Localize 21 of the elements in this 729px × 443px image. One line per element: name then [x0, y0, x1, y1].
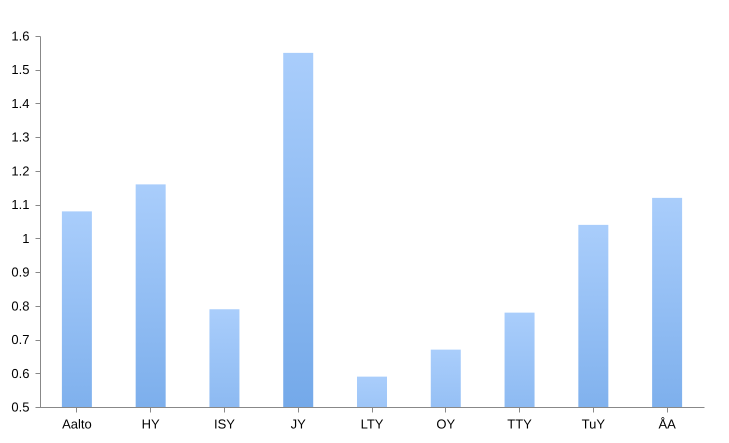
- x-tick-label: ÅA: [658, 416, 676, 432]
- y-tick-label: 1.6: [11, 28, 30, 44]
- y-tick-label: 0.7: [11, 332, 30, 348]
- y-tick-label: 0.9: [11, 264, 30, 280]
- y-tick-label: 1.1: [11, 197, 30, 212]
- x-tick-label: TuY: [582, 416, 606, 432]
- x-tick-label: OY: [436, 416, 456, 432]
- x-tick-label: JY: [290, 416, 306, 432]
- y-tick-label: 1.3: [11, 130, 30, 145]
- y-tick-label: 1: [22, 230, 30, 246]
- y-tick-label: 1.5: [11, 62, 30, 78]
- y-tick-label: 1.2: [11, 163, 30, 178]
- y-tick-label: 1.4: [11, 96, 30, 111]
- y-tick-label: 0.6: [11, 366, 30, 381]
- y-tick-label: 0.8: [11, 298, 30, 314]
- y-tick-label: 0.5: [11, 400, 30, 414]
- x-tick-label: ISY: [214, 416, 236, 432]
- x-tick-label: HY: [142, 416, 160, 432]
- x-tick-label: LTY: [360, 416, 384, 432]
- x-tick-label: TTY: [507, 416, 532, 432]
- x-tick-label: Aalto: [62, 416, 92, 432]
